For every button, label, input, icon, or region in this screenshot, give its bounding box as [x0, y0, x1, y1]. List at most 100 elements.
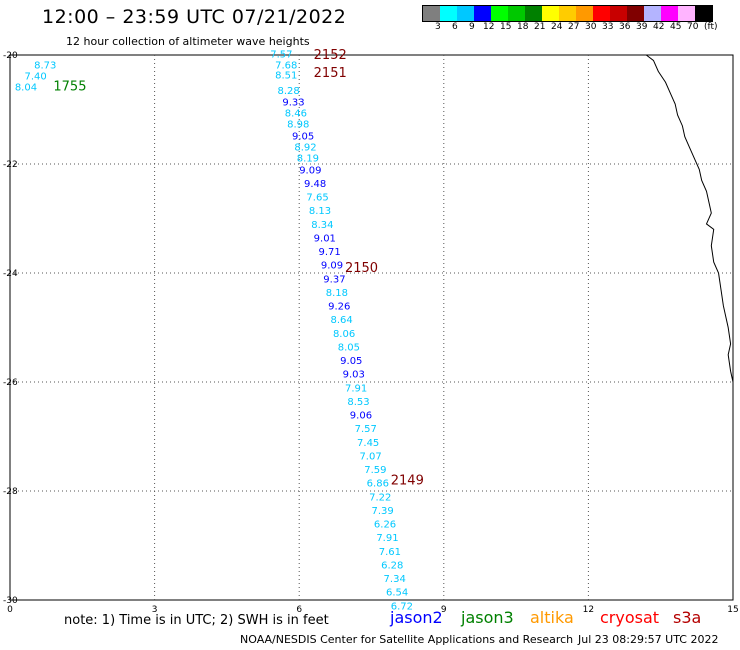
- color-swatch: [661, 6, 678, 21]
- color-scale-label: 39: [636, 22, 648, 32]
- wave-height-value: 7.39: [372, 506, 394, 517]
- generated-timestamp: Jul 23 08:29:57 UTC 2022: [578, 633, 719, 646]
- wave-height-value: 8.34: [311, 220, 333, 231]
- wave-height-value: 8.19: [297, 153, 319, 164]
- wave-height-value: 7.91: [376, 533, 398, 544]
- y-tick-label: -22: [3, 160, 18, 170]
- wave-height-value: 8.05: [338, 342, 360, 353]
- wave-height-value: 6.28: [381, 560, 403, 571]
- x-tick-label: 9: [441, 605, 447, 615]
- color-swatch: [593, 6, 610, 21]
- color-swatch: [627, 6, 644, 21]
- pass-time-label: 2151: [314, 66, 347, 81]
- x-tick-label: 3: [152, 605, 158, 615]
- wave-height-value: 8.98: [287, 119, 309, 130]
- y-tick-label: -24: [3, 269, 18, 279]
- wave-height-value: 7.61: [379, 547, 401, 558]
- color-swatch: [525, 6, 542, 21]
- units-note: note: 1) Time is in UTC; 2) SWH is in fe…: [64, 613, 329, 628]
- wave-height-value: 8.13: [309, 206, 331, 217]
- color-scale-label: 9: [469, 22, 475, 32]
- wave-height-value: 8.53: [347, 397, 369, 408]
- x-tick-label: 15: [727, 605, 738, 615]
- wave-height-value: 7.65: [306, 193, 328, 204]
- color-swatch: [542, 6, 559, 21]
- wave-height-value: 8.04: [15, 82, 37, 93]
- color-scale-label: 27: [568, 22, 580, 32]
- coastline: [645, 54, 734, 388]
- wave-height-value: 9.33: [282, 98, 304, 109]
- wave-height-value: 8.18: [326, 288, 348, 299]
- color-scale-label: 70: [687, 22, 699, 32]
- wave-height-value: 8.06: [333, 329, 355, 340]
- color-swatch: [559, 6, 576, 21]
- color-swatch: [576, 6, 593, 21]
- color-scale-label: 30: [585, 22, 597, 32]
- y-tick-label: -30: [3, 596, 18, 606]
- wave-height-value: 9.06: [350, 411, 372, 422]
- y-tick-label: -26: [3, 378, 18, 388]
- color-scale-bar: [422, 5, 713, 22]
- wave-height-value: 7.57: [355, 424, 377, 435]
- credit-line: NOAA/NESDIS Center for Satellite Applica…: [240, 633, 574, 646]
- map-title: 12:00 – 23:59 UTC 07/21/2022: [42, 6, 347, 28]
- wave-height-value: 9.48: [304, 179, 326, 190]
- wave-height-value: 9.05: [292, 131, 314, 142]
- wave-height-value: 8.28: [278, 86, 300, 97]
- pass-time-label: 2152: [314, 48, 347, 63]
- wave-height-value: 7.91: [345, 383, 367, 394]
- wave-height-value: 6.54: [386, 588, 408, 599]
- wave-height-value: 8.46: [285, 109, 307, 120]
- wave-height-value: 9.05: [340, 356, 362, 367]
- wave-height-value: 9.71: [318, 247, 340, 258]
- color-scale-label: 42: [653, 22, 665, 32]
- color-swatch: [474, 6, 491, 21]
- x-tick-label: 0: [7, 605, 13, 615]
- color-swatch: [508, 6, 525, 21]
- wave-height-value: 6.72: [391, 601, 413, 612]
- color-swatch: [695, 6, 712, 21]
- wave-height-value: 7.40: [24, 72, 46, 83]
- wave-height-value: 7.45: [357, 438, 379, 449]
- map-subtitle: 12 hour collection of altimeter wave hei…: [66, 35, 310, 48]
- color-scale-label: 3: [435, 22, 441, 32]
- color-swatch: [423, 6, 440, 21]
- wave-height-value: 7.07: [359, 451, 381, 462]
- wave-height-value: 9.03: [343, 370, 365, 381]
- color-scale-label: 6: [452, 22, 458, 32]
- wave-height-value: 7.34: [384, 574, 406, 585]
- wave-height-value: 7.22: [369, 492, 391, 503]
- pass-time-label: 2150: [345, 261, 378, 276]
- map-frame: [9, 54, 734, 601]
- color-scale-label: 36: [619, 22, 631, 32]
- color-swatch: [610, 6, 627, 21]
- wave-height-value: 8.64: [331, 315, 353, 326]
- legend-altika: altika: [530, 608, 574, 627]
- color-swatch: [457, 6, 474, 21]
- color-swatch: [644, 6, 661, 21]
- wave-height-value: 7.68: [275, 61, 297, 72]
- color-swatch: [678, 6, 695, 21]
- wave-height-value: 9.37: [323, 274, 345, 285]
- wave-height-value: 9.01: [314, 233, 336, 244]
- wave-height-value: 8.92: [294, 142, 316, 153]
- wave-height-value: 7.57: [270, 50, 292, 61]
- wave-height-value: 6.26: [374, 520, 396, 531]
- color-scale-label: (ft): [704, 22, 718, 32]
- color-scale-labels: 3 6 9 12 15 18 21 24 27 30 33 36 39 42 45 70 (ft): [422, 22, 740, 34]
- color-scale-label: 33: [602, 22, 614, 32]
- color-scale-label: 21: [534, 22, 546, 32]
- legend-jason3: jason3: [461, 608, 514, 627]
- wave-height-value: 9.09: [321, 261, 343, 272]
- color-scale-label: 12: [483, 22, 495, 32]
- wave-height-value: 8.73: [34, 61, 56, 72]
- wave-height-value: 7.59: [364, 465, 386, 476]
- x-tick-label: 6: [296, 605, 302, 615]
- wave-height-value: 6.86: [367, 479, 389, 490]
- pass-time-label: 2149: [391, 473, 424, 488]
- wave-height-value: 8.51: [275, 70, 297, 81]
- color-scale-label: 45: [670, 22, 682, 32]
- legend-s3a: s3a: [673, 608, 702, 627]
- y-tick-label: -28: [3, 487, 18, 497]
